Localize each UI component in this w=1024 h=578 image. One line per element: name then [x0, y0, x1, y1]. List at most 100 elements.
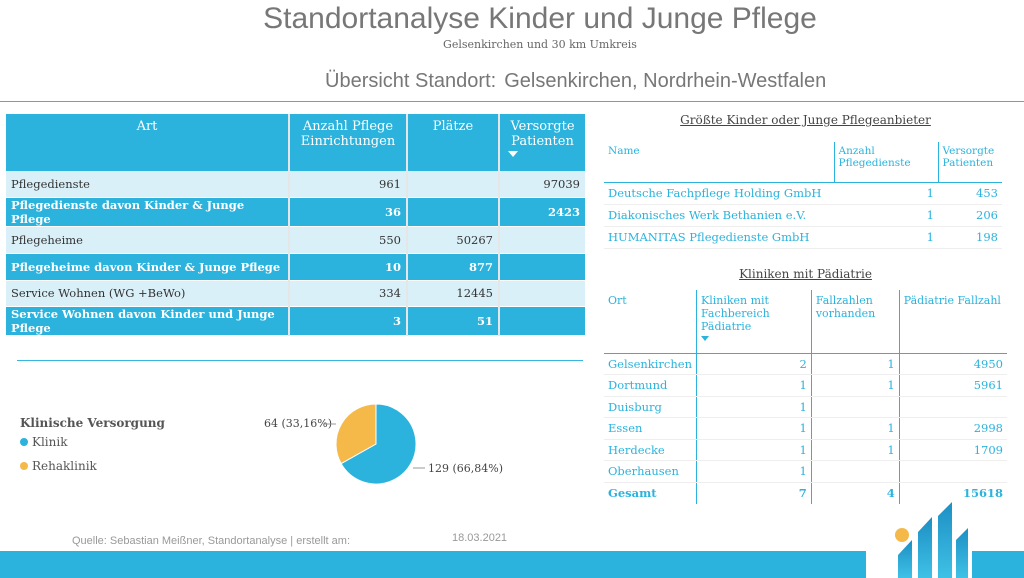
cell-art: Pflegedienste davon Kinder & Junge Pfleg…: [6, 197, 290, 228]
cell-patienten: [499, 253, 585, 281]
table-row[interactable]: Essen 1 1 2998: [604, 417, 1007, 440]
header-divider: [0, 101, 1024, 102]
providers-table: Name Anzahl Pflegedienste Versorgte Pati…: [604, 142, 1002, 249]
table-row[interactable]: Dortmund 1 1 5961: [604, 374, 1007, 397]
cell-patienten: [499, 280, 585, 308]
table-row[interactable]: Duisburg 1: [604, 396, 1007, 418]
klin-cell-kliniken: 1: [696, 374, 812, 397]
col-header-versorgte-label: Versorgte Patienten: [510, 119, 575, 149]
facilities-table: Art Anzahl Pflege Einrichtungen Plätze V…: [6, 114, 585, 337]
cell-plaetze: 50267: [407, 226, 500, 254]
providers-title: Größte Kinder oder Junge Pflegeanbieter: [680, 113, 931, 127]
table-row[interactable]: Oberhausen 1: [604, 460, 1007, 483]
pie-label-klinik: 129 (66,84%): [428, 462, 504, 475]
section-divider: [17, 360, 583, 361]
overview-location: Gelsenkirchen, Nordrhein-Westfalen: [504, 70, 827, 92]
cell-patienten: [499, 226, 585, 254]
klin-cell-fallzahl: 2998: [898, 417, 1007, 440]
cell-plaetze: 51: [407, 306, 500, 337]
klin-cell-fallzahl: 5961: [898, 374, 1007, 397]
table-row[interactable]: Diakonisches Werk Bethanien e.V. 1 206: [604, 204, 1002, 227]
klin-cell-fallzahlen: 1: [810, 353, 900, 375]
legend-label-klinik: Klinik: [32, 435, 68, 449]
prov-header-patienten[interactable]: Versorgte Patienten: [937, 142, 1002, 183]
table-row[interactable]: Deutsche Fachpflege Holding GmbH 1 453: [604, 182, 1002, 205]
pie-slice-rehaklinik[interactable]: [335, 403, 377, 465]
klin-cell-ort: Essen: [604, 417, 697, 440]
legend-item-klinik[interactable]: Klinik: [20, 435, 67, 449]
prov-cell-anzahl: 1: [834, 182, 938, 205]
clinical-pie-chart: [335, 403, 417, 485]
table-row[interactable]: Service Wohnen davon Kinder und Junge Pf…: [6, 306, 585, 337]
klin-header-kliniken[interactable]: Kliniken mit Fachbereich Pädiatrie: [696, 290, 812, 354]
klin-cell-kliniken: 1: [696, 460, 812, 483]
col-header-versorgte[interactable]: Versorgte Patienten: [499, 114, 585, 171]
overview-heading: Übersicht Standort: Gelsenkirchen, Nordrh…: [325, 70, 826, 93]
footer-bar-right: [972, 551, 1024, 578]
klin-total-label: Gesamt: [608, 486, 657, 500]
sort-desc-icon[interactable]: [701, 336, 709, 341]
prov-cell-anzahl: 1: [834, 226, 938, 249]
klin-cell-ort: Dortmund: [604, 374, 697, 397]
cell-patienten: 2423: [499, 197, 585, 228]
table-row[interactable]: HUMANITAS Pflegedienste GmbH 1 198: [604, 226, 1002, 249]
prov-cell-name: Deutsche Fachpflege Holding GmbH: [604, 182, 834, 205]
cell-anzahl: 10: [289, 253, 408, 281]
col-header-plaetze[interactable]: Plätze: [407, 114, 500, 171]
prov-cell-name: HUMANITAS Pflegedienste GmbH: [604, 226, 834, 249]
legend-dot-rehaklinik: [20, 462, 28, 470]
prov-cell-anzahl: 1: [834, 204, 938, 227]
klin-cell-fallzahl: 4950: [898, 353, 1007, 375]
prov-header-name[interactable]: Name: [604, 142, 834, 183]
table-row[interactable]: Pflegeheime 550 50267: [6, 226, 585, 254]
cell-art: Pflegedienste: [6, 171, 290, 199]
klin-cell-fallzahlen: 1: [810, 439, 900, 461]
prov-cell-patienten: 198: [938, 226, 1002, 249]
klin-header-fallzahl[interactable]: Pädiatrie Fallzahl: [898, 290, 1007, 354]
cell-art: Service Wohnen (WG +BeWo): [6, 280, 290, 308]
pie-slice-klinik[interactable]: [340, 403, 417, 485]
page-title: Standortanalyse Kinder und Junge Pflege: [263, 2, 817, 35]
table-row[interactable]: Pflegeheime davon Kinder & Junge Pflege 1…: [6, 253, 585, 281]
klin-cell-ort: Herdecke: [604, 439, 697, 461]
klin-cell-kliniken: 1: [696, 396, 812, 418]
prov-header-anzahl[interactable]: Anzahl Pflegedienste: [833, 142, 938, 183]
klin-cell-fallzahlen: 1: [810, 417, 900, 440]
cell-plaetze: 877: [407, 253, 500, 281]
pie-leader-lines: [324, 423, 425, 469]
klin-cell-fallzahlen: [810, 460, 900, 483]
cell-patienten: 97039: [499, 171, 585, 199]
klin-total-fallzahlen: 4: [810, 482, 900, 504]
col-header-art[interactable]: Art: [6, 114, 290, 171]
cell-plaetze: [407, 171, 500, 199]
klin-cell-ort: Duisburg: [604, 396, 697, 418]
page-subtitle: Gelsenkirchen und 30 km Umkreis: [443, 38, 637, 51]
klin-cell-fallzahl: [898, 396, 1007, 418]
kliniken-table: Ort Kliniken mit Fachbereich Pädiatrie F…: [604, 290, 1007, 504]
table-row[interactable]: Pflegedienste davon Kinder & Junge Pfleg…: [6, 197, 585, 228]
prov-cell-patienten: 453: [938, 182, 1002, 205]
sort-desc-icon[interactable]: [508, 151, 518, 157]
cell-art: Service Wohnen davon Kinder und Junge Pf…: [6, 306, 290, 337]
table-row[interactable]: Pflegedienste 961 97039: [6, 171, 585, 199]
cell-anzahl: 36: [289, 197, 408, 228]
table-row[interactable]: Herdecke 1 1 1709: [604, 439, 1007, 461]
legend-item-rehaklinik[interactable]: Rehaklinik: [20, 459, 97, 473]
cell-plaetze: [407, 197, 500, 228]
klin-cell-fallzahl: 1709: [898, 439, 1007, 461]
pie-label-rehaklinik: 64 (33,16%): [264, 417, 333, 430]
klin-total-fallzahl: 15618: [898, 482, 1007, 504]
col-header-anzahl[interactable]: Anzahl Pflege Einrichtungen: [289, 114, 408, 171]
klin-cell-ort: Oberhausen: [604, 460, 697, 483]
cell-anzahl: 334: [289, 280, 408, 308]
overview-label: Übersicht Standort:: [325, 70, 497, 92]
klin-cell-kliniken: 1: [696, 439, 812, 461]
table-row[interactable]: Service Wohnen (WG +BeWo) 334 12445: [6, 280, 585, 308]
prov-cell-name: Diakonisches Werk Bethanien e.V.: [604, 204, 834, 227]
cell-art: Pflegeheime davon Kinder & Junge Pflege: [6, 253, 290, 281]
table-row[interactable]: Gelsenkirchen 2 1 4950: [604, 353, 1007, 375]
klin-cell-fallzahlen: 1: [810, 374, 900, 397]
klin-header-fallzahlen[interactable]: Fallzahlen vorhanden: [810, 290, 900, 354]
klin-header-ort[interactable]: Ort: [604, 290, 697, 354]
footer-date: 18.03.2021: [452, 532, 508, 544]
